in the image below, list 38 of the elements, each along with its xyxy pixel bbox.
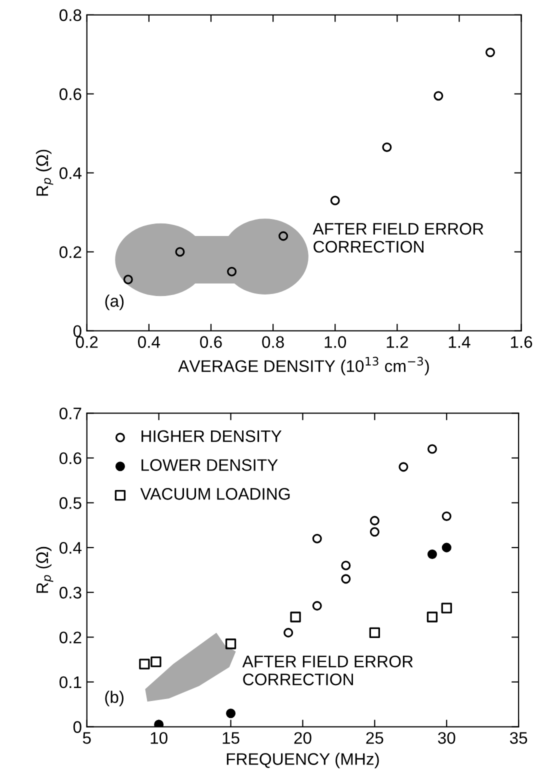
x-axis-title: FREQUENCY (MHz) — [226, 752, 379, 768]
y-tick-label: 0.6 — [60, 452, 82, 464]
y-tick-label: 0.1 — [60, 676, 82, 688]
y-tick-label: 0.6 — [60, 88, 82, 100]
x-tick-label: 15 — [222, 732, 240, 744]
y-tick-label: 0.2 — [60, 632, 82, 644]
y-tick-label: 0 — [73, 721, 82, 733]
y-tick-label: 0.7 — [60, 408, 82, 420]
x-tick-label: 1.0 — [324, 336, 346, 348]
legend-label: HIGHER DENSITY — [142, 430, 282, 442]
y-tick-label: 0.8 — [60, 9, 82, 22]
x-tick-label: 0.8 — [262, 336, 284, 348]
x-tick-label: 35 — [510, 732, 528, 744]
x-tick-label: 10 — [150, 732, 168, 744]
x-tick-label: 25 — [366, 732, 384, 744]
y-tick-label: 0 — [73, 325, 82, 338]
annotation: AFTER FIELD ERROR CORRECTION — [242, 656, 413, 686]
annotation: (b) — [105, 690, 124, 706]
y-tick-label: 0.3 — [60, 586, 82, 599]
x-tick-label: 0.6 — [200, 336, 222, 348]
y-tick-label: 0.4 — [60, 167, 82, 180]
x-axis-title: AVERAGE DENSITY (10$^{13}$ cm$^{−3}$) — [178, 356, 429, 376]
y-axis-title: R$_{p}$ (Ω) — [36, 546, 54, 593]
legend-label: LOWER DENSITY — [142, 459, 278, 471]
y-axis-title: R$_{p}$ (Ω) — [36, 150, 54, 196]
y-tick-label: 0.4 — [60, 542, 82, 554]
x-tick-label: 0.4 — [138, 336, 160, 348]
x-tick-label: 5 — [82, 732, 91, 744]
x-tick-label: 1.6 — [510, 336, 532, 348]
annotation: (a) — [105, 294, 124, 310]
y-tick-label: 0.5 — [60, 497, 82, 509]
y-tick-label: 0.2 — [60, 246, 82, 258]
legend-label: VACUUM LOADING — [140, 488, 290, 500]
x-tick-label: 1.2 — [386, 336, 408, 348]
x-tick-label: 20 — [294, 732, 312, 744]
annotation: AFTER FIELD ERROR CORRECTION — [312, 222, 484, 253]
x-tick-label: 1.4 — [448, 336, 470, 348]
x-tick-label: 30 — [438, 732, 456, 744]
